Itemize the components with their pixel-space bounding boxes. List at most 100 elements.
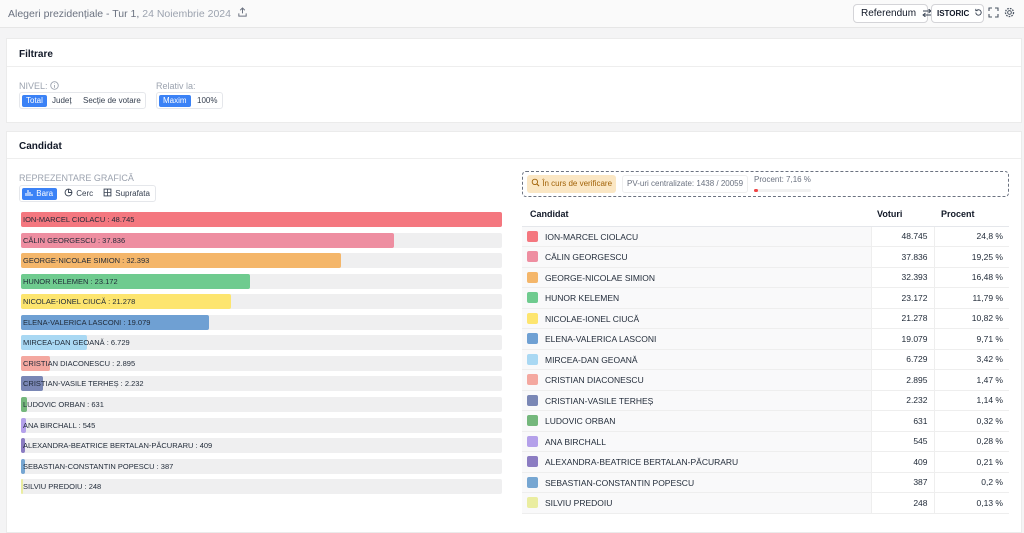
bar-row[interactable]: SILVIU PREDOIU : 248 [21, 479, 502, 495]
table-row[interactable]: CRISTIAN-VASILE TERHEȘ 2.232 1,14 % [522, 390, 1009, 411]
bar-label: ALEXANDRA-BEATRICE BERTALAN-PĂCURARU : 4… [23, 441, 213, 451]
divider [7, 158, 1021, 159]
nivel-label-text: NIVEL: [19, 81, 48, 91]
status-box: În curs de verificare PV-uri centralizat… [522, 171, 1009, 197]
bar-label: NICOLAE-IONEL CIUCĂ : 21.278 [23, 297, 136, 307]
table-row[interactable]: MIRCEA-DAN GEOANĂ 6.729 3,42 % [522, 349, 1009, 370]
graph-type-area-label: Suprafata [115, 189, 150, 198]
table-body: ION-MARCEL CIOLACU 48.745 24,8 % CĂLIN GEOR… [522, 226, 1009, 514]
bar-row[interactable]: CĂLIN GEORGESCU : 37.836 [21, 232, 502, 248]
switch-icon [922, 9, 932, 18]
bar [21, 273, 250, 289]
table-row[interactable]: NICOLAE-IONEL CIUCĂ 21.278 10,82 % [522, 308, 1009, 329]
candidate-name: ANA BIRCHALL [545, 436, 606, 447]
votes-cell: 37.836 [870, 246, 935, 268]
bar-row[interactable]: ELENA-VALERICA LASCONI : 19.079 [21, 314, 502, 330]
color-swatch [527, 271, 538, 283]
bar-row[interactable]: ION-MARCEL CIOLACU : 48.745 [21, 212, 502, 227]
nivel-option-sectie[interactable]: Secție de votare [83, 96, 141, 105]
table-row[interactable]: CĂLIN GEORGESCU 37.836 19,25 % [522, 246, 1009, 268]
percent-progress-bar [754, 189, 811, 192]
candidates-title: Candidat [19, 141, 62, 152]
candidate-cell: ELENA-VALERICA LASCONI [522, 328, 871, 350]
table-row[interactable]: SEBASTIAN-CONSTANTIN POPESCU 387 0,2 % [522, 472, 1009, 493]
percent-cell: 24,8 % [934, 226, 1009, 247]
votes-cell: 23.172 [870, 287, 935, 309]
bar [21, 376, 43, 392]
graph-type-bar-label: Bara [36, 189, 54, 198]
top-bar: Alegeri prezidențiale - Tur 1, 24 Noiemb… [0, 0, 1024, 28]
candidate-name: MIRCEA-DAN GEOANĂ [545, 354, 638, 365]
candidate-cell: GEORGE-NICOLAE SIMION [522, 267, 871, 288]
fullscreen-icon[interactable] [988, 7, 999, 18]
bar-row[interactable]: SEBASTIAN-CONSTANTIN POPESCU : 387 [21, 458, 502, 474]
election-title: Alegeri prezidențiale - Tur 1, 24 Noiemb… [8, 7, 248, 20]
bar-row[interactable]: ANA BIRCHALL : 545 [21, 417, 502, 433]
nivel-label: NIVEL: [19, 81, 59, 91]
relativ-option-100[interactable]: 100% [197, 96, 218, 105]
table-row[interactable]: ANA BIRCHALL 545 0,28 % [522, 431, 1009, 452]
bar-row[interactable]: MIRCEA-DAN GEOANĂ : 6.729 [21, 335, 502, 351]
bar-row[interactable]: HUNOR KELEMEN : 23.172 [21, 273, 502, 289]
bar-row[interactable]: ALEXANDRA-BEATRICE BERTALAN-PĂCURARU : 4… [21, 438, 502, 454]
graph-type-bar[interactable]: Bara [22, 188, 58, 200]
graph-type-area[interactable]: Suprafata [103, 188, 150, 200]
votes-cell: 248 [870, 492, 935, 514]
table-row[interactable]: SILVIU PREDOIU 248 0,13 % [522, 492, 1009, 514]
table-row[interactable]: ELENA-VALERICA LASCONI 19.079 9,71 % [522, 328, 1009, 350]
relativ-option-maxim[interactable]: Maxim [159, 95, 191, 107]
percent-cell: 1,14 % [934, 390, 1009, 411]
percent-cell: 19,25 % [934, 246, 1009, 268]
candidate-cell: CRISTIAN DIACONESCU [522, 369, 871, 391]
candidate-name: HUNOR KELEMEN [545, 292, 620, 303]
election-name: Alegeri prezidențiale - Tur 1, [8, 8, 140, 20]
candidate-name: LUDOVIC ORBAN [545, 415, 616, 426]
percent-cell: 3,42 % [934, 349, 1009, 370]
share-icon[interactable] [237, 7, 248, 18]
color-swatch [527, 497, 538, 509]
gear-icon[interactable] [1004, 7, 1015, 18]
header-procent[interactable]: Procent [934, 203, 1009, 227]
bar [21, 417, 27, 433]
bar-row[interactable]: GEORGE-NICOLAE SIMION : 32.393 [21, 253, 502, 269]
table-row[interactable]: HUNOR KELEMEN 23.172 11,79 % [522, 287, 1009, 309]
bar-row[interactable]: LUDOVIC ORBAN : 631 [21, 397, 502, 412]
bar-row[interactable]: CRISTIAN DIACONESCU : 2.895 [21, 355, 502, 371]
bar [21, 479, 24, 495]
votes-cell: 32.393 [870, 267, 935, 288]
percent-cell: 0,2 % [934, 472, 1009, 493]
bar-label: ELENA-VALERICA LASCONI : 19.079 [23, 317, 151, 327]
table-row[interactable]: ION-MARCEL CIOLACU 48.745 24,8 % [522, 226, 1009, 247]
istoric-button[interactable]: ISTORIC [931, 4, 984, 23]
table-row[interactable]: GEORGE-NICOLAE SIMION 32.393 16,48 % [522, 267, 1009, 288]
table-row[interactable]: LUDOVIC ORBAN 631 0,32 % [522, 410, 1009, 432]
bar-label: CRISTIAN-VASILE TERHEȘ : 2.232 [23, 379, 144, 389]
votes-cell: 545 [870, 431, 935, 452]
color-swatch [527, 251, 538, 263]
nivel-option-judet[interactable]: Județ [52, 96, 72, 105]
header-candidat[interactable]: Candidat [522, 203, 871, 227]
bar-row[interactable]: NICOLAE-IONEL CIUCĂ : 21.278 [21, 294, 502, 310]
table-row[interactable]: ALEXANDRA-BEATRICE BERTALAN-PĂCURARU 409 0… [522, 451, 1009, 473]
graph-type-circle[interactable]: Cerc [64, 188, 93, 200]
candidate-cell: SEBASTIAN-CONSTANTIN POPESCU [522, 472, 871, 493]
relativ-label: Relativ la: [156, 81, 196, 91]
bar [21, 314, 210, 330]
percent-cell: 0,21 % [934, 451, 1009, 473]
graph-type-circle-label: Cerc [76, 189, 94, 198]
bar-label: SILVIU PREDOIU : 248 [23, 482, 102, 492]
nivel-option-total[interactable]: Total [22, 95, 47, 107]
pv-counter-label: PV-uri centralizate: 1438 / 20059 [627, 179, 744, 188]
info-icon[interactable] [50, 81, 59, 90]
referendum-button[interactable]: Referendum [853, 4, 932, 23]
header-voturi[interactable]: Voturi [871, 203, 934, 227]
percent-label: Procent: 7,16 % [754, 175, 811, 184]
candidate-name: CRISTIAN DIACONESCU [545, 374, 644, 385]
bar-row[interactable]: CRISTIAN-VASILE TERHEȘ : 2.232 [21, 376, 502, 392]
area-chart-icon [103, 189, 112, 197]
table-row[interactable]: CRISTIAN DIACONESCU 2.895 1,47 % [522, 369, 1009, 391]
bar [21, 253, 341, 269]
votes-cell: 48.745 [870, 226, 935, 247]
percent-cell: 0,28 % [934, 431, 1009, 452]
bar [21, 232, 395, 248]
